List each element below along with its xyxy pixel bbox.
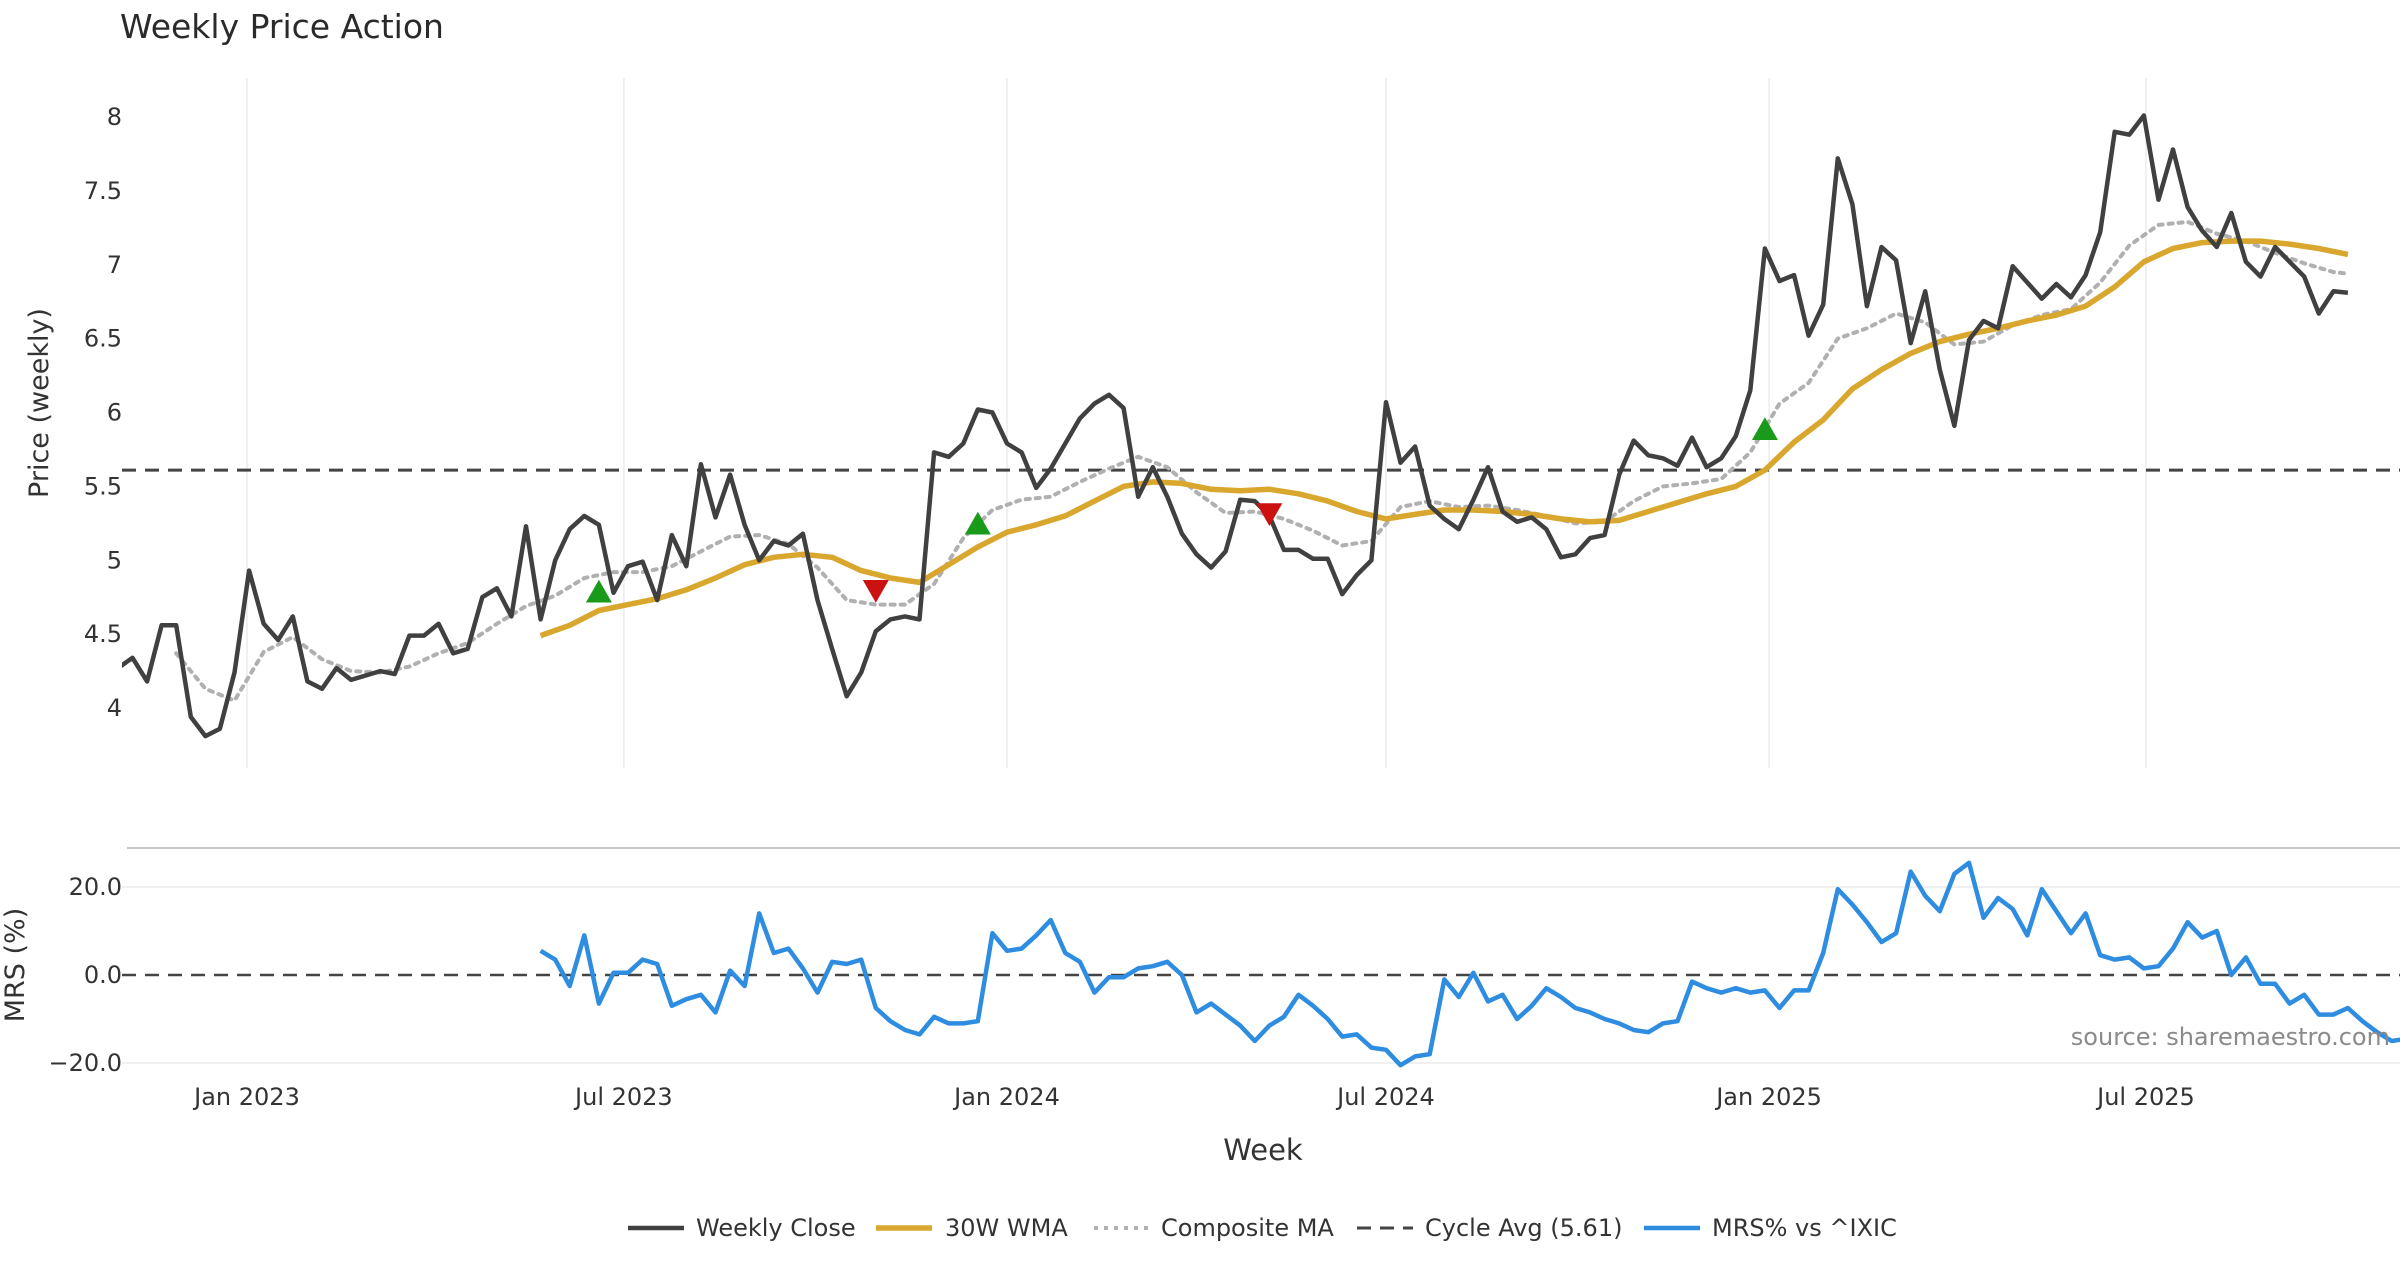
x-tick-label: Jan 2025 (1714, 1083, 1822, 1111)
y-tick-label: 4.5 (84, 620, 122, 648)
x-tick-label: Jan 2023 (192, 1083, 300, 1111)
composite-ma-line (174, 219, 2350, 704)
mrs-y-tick-label: 0.0 (84, 961, 122, 989)
mrs-y-tick-label: 20.0 (69, 873, 122, 901)
wma-30w-line (539, 238, 2349, 639)
y-tick-label: 7 (107, 251, 122, 279)
x-tick-label: Jul 2023 (573, 1083, 673, 1111)
y-tick-label: 8 (107, 103, 122, 131)
mrs-y-tick-label: −20.0 (48, 1049, 122, 1077)
chart-title: Weekly Price Action (120, 7, 444, 46)
sell-signal-marker (862, 580, 889, 603)
buy-signal-marker (585, 579, 612, 603)
legend-label: Weekly Close (696, 1214, 856, 1242)
y-tick-label: 6 (107, 399, 122, 427)
y-tick-label: 5.5 (84, 472, 122, 500)
y-tick-label: 4 (107, 694, 122, 722)
x-axis-label: Week (1223, 1133, 1303, 1167)
mrs-axis-label: MRS (%) (0, 908, 31, 1023)
x-tick-label: Jul 2024 (1335, 1083, 1435, 1111)
legend-label: Cycle Avg (5.61) (1425, 1214, 1622, 1242)
buy-signal-marker (964, 511, 991, 535)
y-tick-label: 5 (107, 546, 122, 574)
x-tick-label: Jan 2024 (952, 1083, 1060, 1111)
y-tick-label: 7.5 (84, 177, 122, 205)
x-tick-label: Jul 2025 (2095, 1083, 2195, 1111)
buy-signal-marker (1751, 417, 1778, 440)
y-tick-label: 6.5 (84, 325, 122, 353)
sell-signal-marker (1256, 503, 1283, 526)
y-axis-label: Price (weekly) (24, 308, 55, 498)
legend: Weekly Close 30W WMA Composite MA Cycle Avg… (628, 1214, 1897, 1242)
legend-label: 30W WMA (945, 1214, 1068, 1242)
weekly-close-line (122, 113, 2349, 739)
legend-label: MRS% vs ^IXIC (1712, 1214, 1897, 1242)
source-annotation: source: sharemaestro.com (2071, 1023, 2390, 1051)
mrs-line (539, 860, 2400, 1068)
legend-label: Composite MA (1161, 1214, 1334, 1242)
